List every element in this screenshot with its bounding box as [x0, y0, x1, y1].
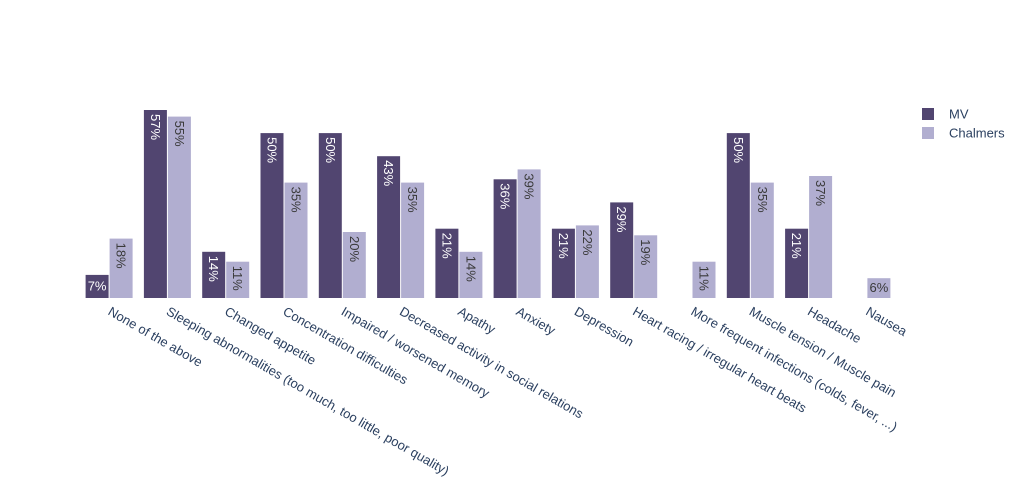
- data-label-chalmers-1: 55%: [172, 121, 187, 147]
- bar-chalmers-1: [167, 116, 191, 298]
- data-label-mv-11: 50%: [731, 137, 746, 163]
- bar-mv-3: [260, 133, 284, 298]
- legend-item-mv[interactable]: MV: [922, 107, 969, 122]
- data-label-chalmers-13: 6%: [870, 280, 889, 295]
- data-label-mv-3: 50%: [265, 137, 280, 163]
- bar-mv-12: [785, 228, 809, 298]
- bar-chalmers-2: [226, 261, 250, 298]
- data-label-mv-4: 50%: [323, 137, 338, 163]
- data-label-chalmers-0: 18%: [114, 243, 129, 269]
- data-label-chalmers-11: 35%: [755, 187, 770, 213]
- bar-mv-4: [318, 133, 342, 298]
- bar-chalmers-12: [809, 176, 833, 298]
- bar-mv-1: [143, 110, 167, 298]
- bar-mv-8: [551, 228, 575, 298]
- legend-label-mv: MV: [949, 107, 969, 122]
- bar-mv-7: [493, 179, 517, 298]
- x-tick-label-7: Anxiety: [514, 304, 559, 339]
- bar-chalmers-5: [401, 182, 425, 298]
- data-label-mv-1: 57%: [148, 114, 163, 140]
- data-label-mv-12: 21%: [789, 233, 804, 259]
- bar-chalmers-0: [109, 238, 133, 298]
- legend-swatch-mv: [922, 108, 934, 120]
- data-label-mv-9: 29%: [614, 206, 629, 232]
- data-label-mv-6: 21%: [439, 233, 454, 259]
- data-label-mv-5: 43%: [381, 160, 396, 186]
- data-label-chalmers-7: 39%: [522, 173, 537, 199]
- x-tick-label-13: Nausea: [863, 304, 910, 340]
- bar-chalmers-8: [575, 225, 599, 298]
- bar-mv-6: [435, 228, 459, 298]
- bar-chalmers-3: [284, 182, 308, 298]
- legend-swatch-chalmers: [922, 127, 934, 139]
- x-tick-label-8: Depression: [572, 304, 636, 350]
- data-label-chalmers-6: 14%: [463, 256, 478, 282]
- data-label-mv-8: 21%: [556, 233, 571, 259]
- bar-chalmers-7: [517, 169, 541, 298]
- data-label-chalmers-9: 19%: [638, 239, 653, 265]
- x-tick-label-6: Apathy: [455, 304, 498, 337]
- legend[interactable]: MV Chalmers: [922, 107, 1005, 141]
- bar-chalmers-11: [750, 182, 774, 298]
- bar-mv-5: [377, 156, 401, 298]
- bar-chalmers-6: [459, 251, 483, 298]
- legend-item-chalmers[interactable]: Chalmers: [922, 126, 1005, 141]
- data-label-mv-0: 7%: [88, 279, 107, 294]
- data-label-chalmers-2: 11%: [230, 266, 245, 291]
- bar-chalmers-9: [634, 235, 658, 298]
- data-label-chalmers-3: 35%: [289, 187, 304, 213]
- data-label-mv-2: 14%: [206, 256, 221, 282]
- data-label-chalmers-12: 37%: [813, 180, 828, 206]
- bar-mv-0: [85, 274, 109, 298]
- legend-label-chalmers: Chalmers: [949, 126, 1005, 141]
- bars-layer: 7% 18% 57% 55% 14% 11% 50% 35% 50% 20% 43% 35% 21% 14…: [85, 110, 891, 298]
- bar-chalmers-13: [867, 278, 891, 298]
- bar-chalmers-10: [692, 261, 716, 298]
- bar-chalmers-4: [342, 232, 366, 298]
- data-label-chalmers-8: 22%: [580, 229, 595, 255]
- bar-mv-9: [610, 202, 634, 298]
- data-label-chalmers-5: 35%: [405, 187, 420, 213]
- data-label-chalmers-4: 20%: [347, 236, 362, 262]
- data-label-mv-7: 36%: [498, 183, 513, 209]
- data-label-chalmers-10: 11%: [697, 266, 712, 291]
- bar-mv-11: [726, 133, 750, 298]
- bar-mv-2: [202, 251, 226, 298]
